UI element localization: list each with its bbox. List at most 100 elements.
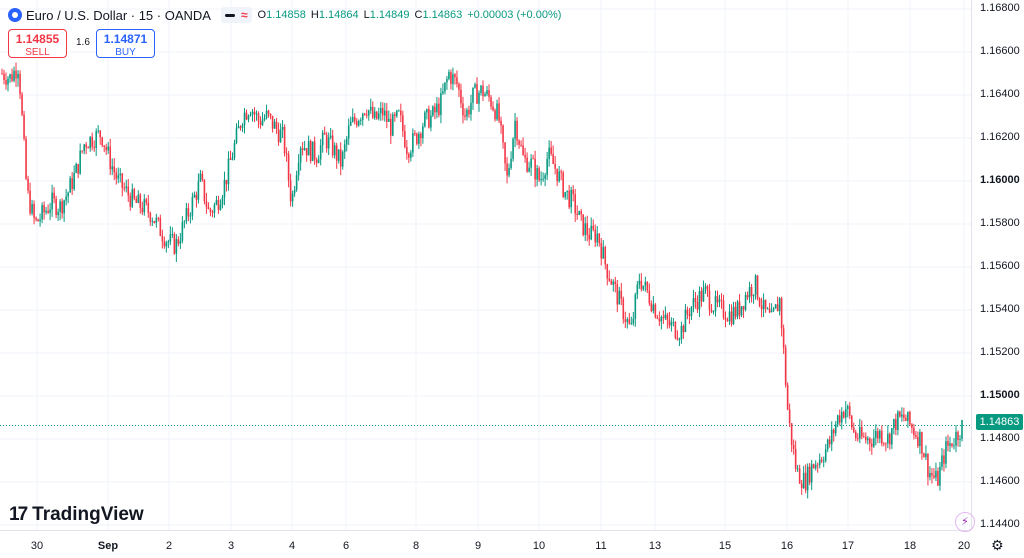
candle-body xyxy=(47,210,49,213)
legend-chip[interactable]: ≈ xyxy=(220,7,252,23)
symbol-title[interactable]: Euro / U.S. Dollar · 15 · OANDA xyxy=(26,7,211,23)
symbol-legend: Euro / U.S. Dollar · 15 · OANDA ≈ O1.148… xyxy=(8,6,566,24)
price-axis[interactable]: 1.16800 1.16600 1.16400 1.16200 1.16000 1.158… xyxy=(971,0,1024,530)
candle-body xyxy=(772,308,775,311)
candle-body xyxy=(460,89,462,104)
time-axis[interactable]: 30 Sep 2 3 4 6 8 9 10 11 13 15 16 17 18 20 xyxy=(0,530,971,558)
candle-body xyxy=(17,73,19,79)
sell-button[interactable]: 1.14855 SELL xyxy=(8,29,67,58)
candle-body xyxy=(654,304,657,318)
candle-body xyxy=(383,110,386,116)
candle-body xyxy=(666,314,669,321)
candle-body xyxy=(724,317,727,321)
candle-body xyxy=(802,472,805,489)
candle-body xyxy=(728,311,731,322)
candle-body xyxy=(402,115,404,132)
candle-body xyxy=(614,281,617,285)
candle-body xyxy=(907,411,909,421)
candle-body xyxy=(494,110,496,120)
buy-button[interactable]: 1.14871 BUY xyxy=(96,29,155,58)
candle-body xyxy=(650,303,653,312)
candle-body xyxy=(109,146,112,170)
candle-body xyxy=(73,172,75,189)
candle-body xyxy=(249,114,252,116)
candle-body xyxy=(359,119,362,121)
candle-body xyxy=(398,110,400,112)
candle-body xyxy=(518,140,520,145)
time-tick: 17 xyxy=(841,540,855,552)
candle-body xyxy=(554,163,556,169)
candle-body xyxy=(776,304,779,312)
minus-icon[interactable] xyxy=(224,13,235,17)
candle-body xyxy=(215,199,218,205)
candle-body xyxy=(864,436,867,441)
candle-body xyxy=(947,441,949,446)
candle-body xyxy=(626,319,629,322)
candle-body xyxy=(897,411,899,430)
candle-body xyxy=(574,194,576,214)
candle-body xyxy=(41,205,43,220)
candle-body xyxy=(367,110,370,116)
candle-body xyxy=(903,414,905,418)
candle-body xyxy=(11,74,13,81)
candle-body xyxy=(213,204,216,213)
candle-body xyxy=(9,74,11,79)
candle-body xyxy=(506,163,508,176)
candle-body xyxy=(909,411,911,425)
candle-body xyxy=(606,264,609,279)
candle-body xyxy=(107,146,110,151)
candle-body xyxy=(939,466,941,486)
candle-body xyxy=(225,179,228,185)
time-tick: 18 xyxy=(903,540,917,552)
candle-body xyxy=(361,113,364,120)
gear-icon[interactable]: ⚙ xyxy=(991,537,1004,553)
candle-body xyxy=(131,189,134,207)
candle-body xyxy=(263,117,266,120)
candle-body xyxy=(546,159,548,176)
candle-body xyxy=(394,114,396,117)
candle-body xyxy=(808,466,811,483)
candle-body xyxy=(396,110,398,117)
candle-body xyxy=(153,221,156,223)
candle-body xyxy=(51,192,53,210)
candle-body xyxy=(700,291,703,302)
euro-dollar-flag-icon[interactable] xyxy=(8,8,22,22)
candle-body xyxy=(193,194,196,198)
candle-body xyxy=(127,186,130,196)
price-chart[interactable] xyxy=(0,0,971,530)
candle-body xyxy=(175,239,178,254)
price-tick: 1.15600 xyxy=(980,260,1020,272)
time-tick: 2 xyxy=(165,540,173,552)
candle-body xyxy=(668,320,671,326)
candle-body xyxy=(692,298,695,308)
price-tick: 1.15200 xyxy=(980,346,1020,358)
tradingview-logo[interactable]: 17 TradingView xyxy=(9,504,144,526)
candle-body xyxy=(468,109,470,115)
candle-body xyxy=(319,145,322,160)
candle-body xyxy=(486,90,488,95)
candle-body xyxy=(430,115,432,128)
candle-body xyxy=(357,120,360,126)
candle-body xyxy=(568,190,570,208)
candle-body xyxy=(893,419,895,429)
candle-body xyxy=(151,221,154,222)
price-tick: 1.14800 xyxy=(980,432,1020,444)
lightning-icon[interactable]: ⚡ xyxy=(955,512,975,532)
candle-body xyxy=(35,217,37,220)
candle-body xyxy=(752,294,755,297)
time-tick: 13 xyxy=(648,540,662,552)
candle-body xyxy=(768,308,771,313)
candle-body xyxy=(508,168,510,176)
candle-body xyxy=(760,305,763,310)
candle-body xyxy=(718,299,721,303)
candle-body xyxy=(303,148,306,150)
candle-body xyxy=(349,121,352,126)
candle-body xyxy=(173,234,176,254)
candle-body xyxy=(373,111,376,118)
wave-icon[interactable]: ≈ xyxy=(240,8,248,22)
candle-body xyxy=(185,208,188,222)
candle-body xyxy=(945,441,947,464)
candle-body xyxy=(259,121,262,126)
candle-body xyxy=(129,195,132,207)
candle-body xyxy=(67,192,69,197)
